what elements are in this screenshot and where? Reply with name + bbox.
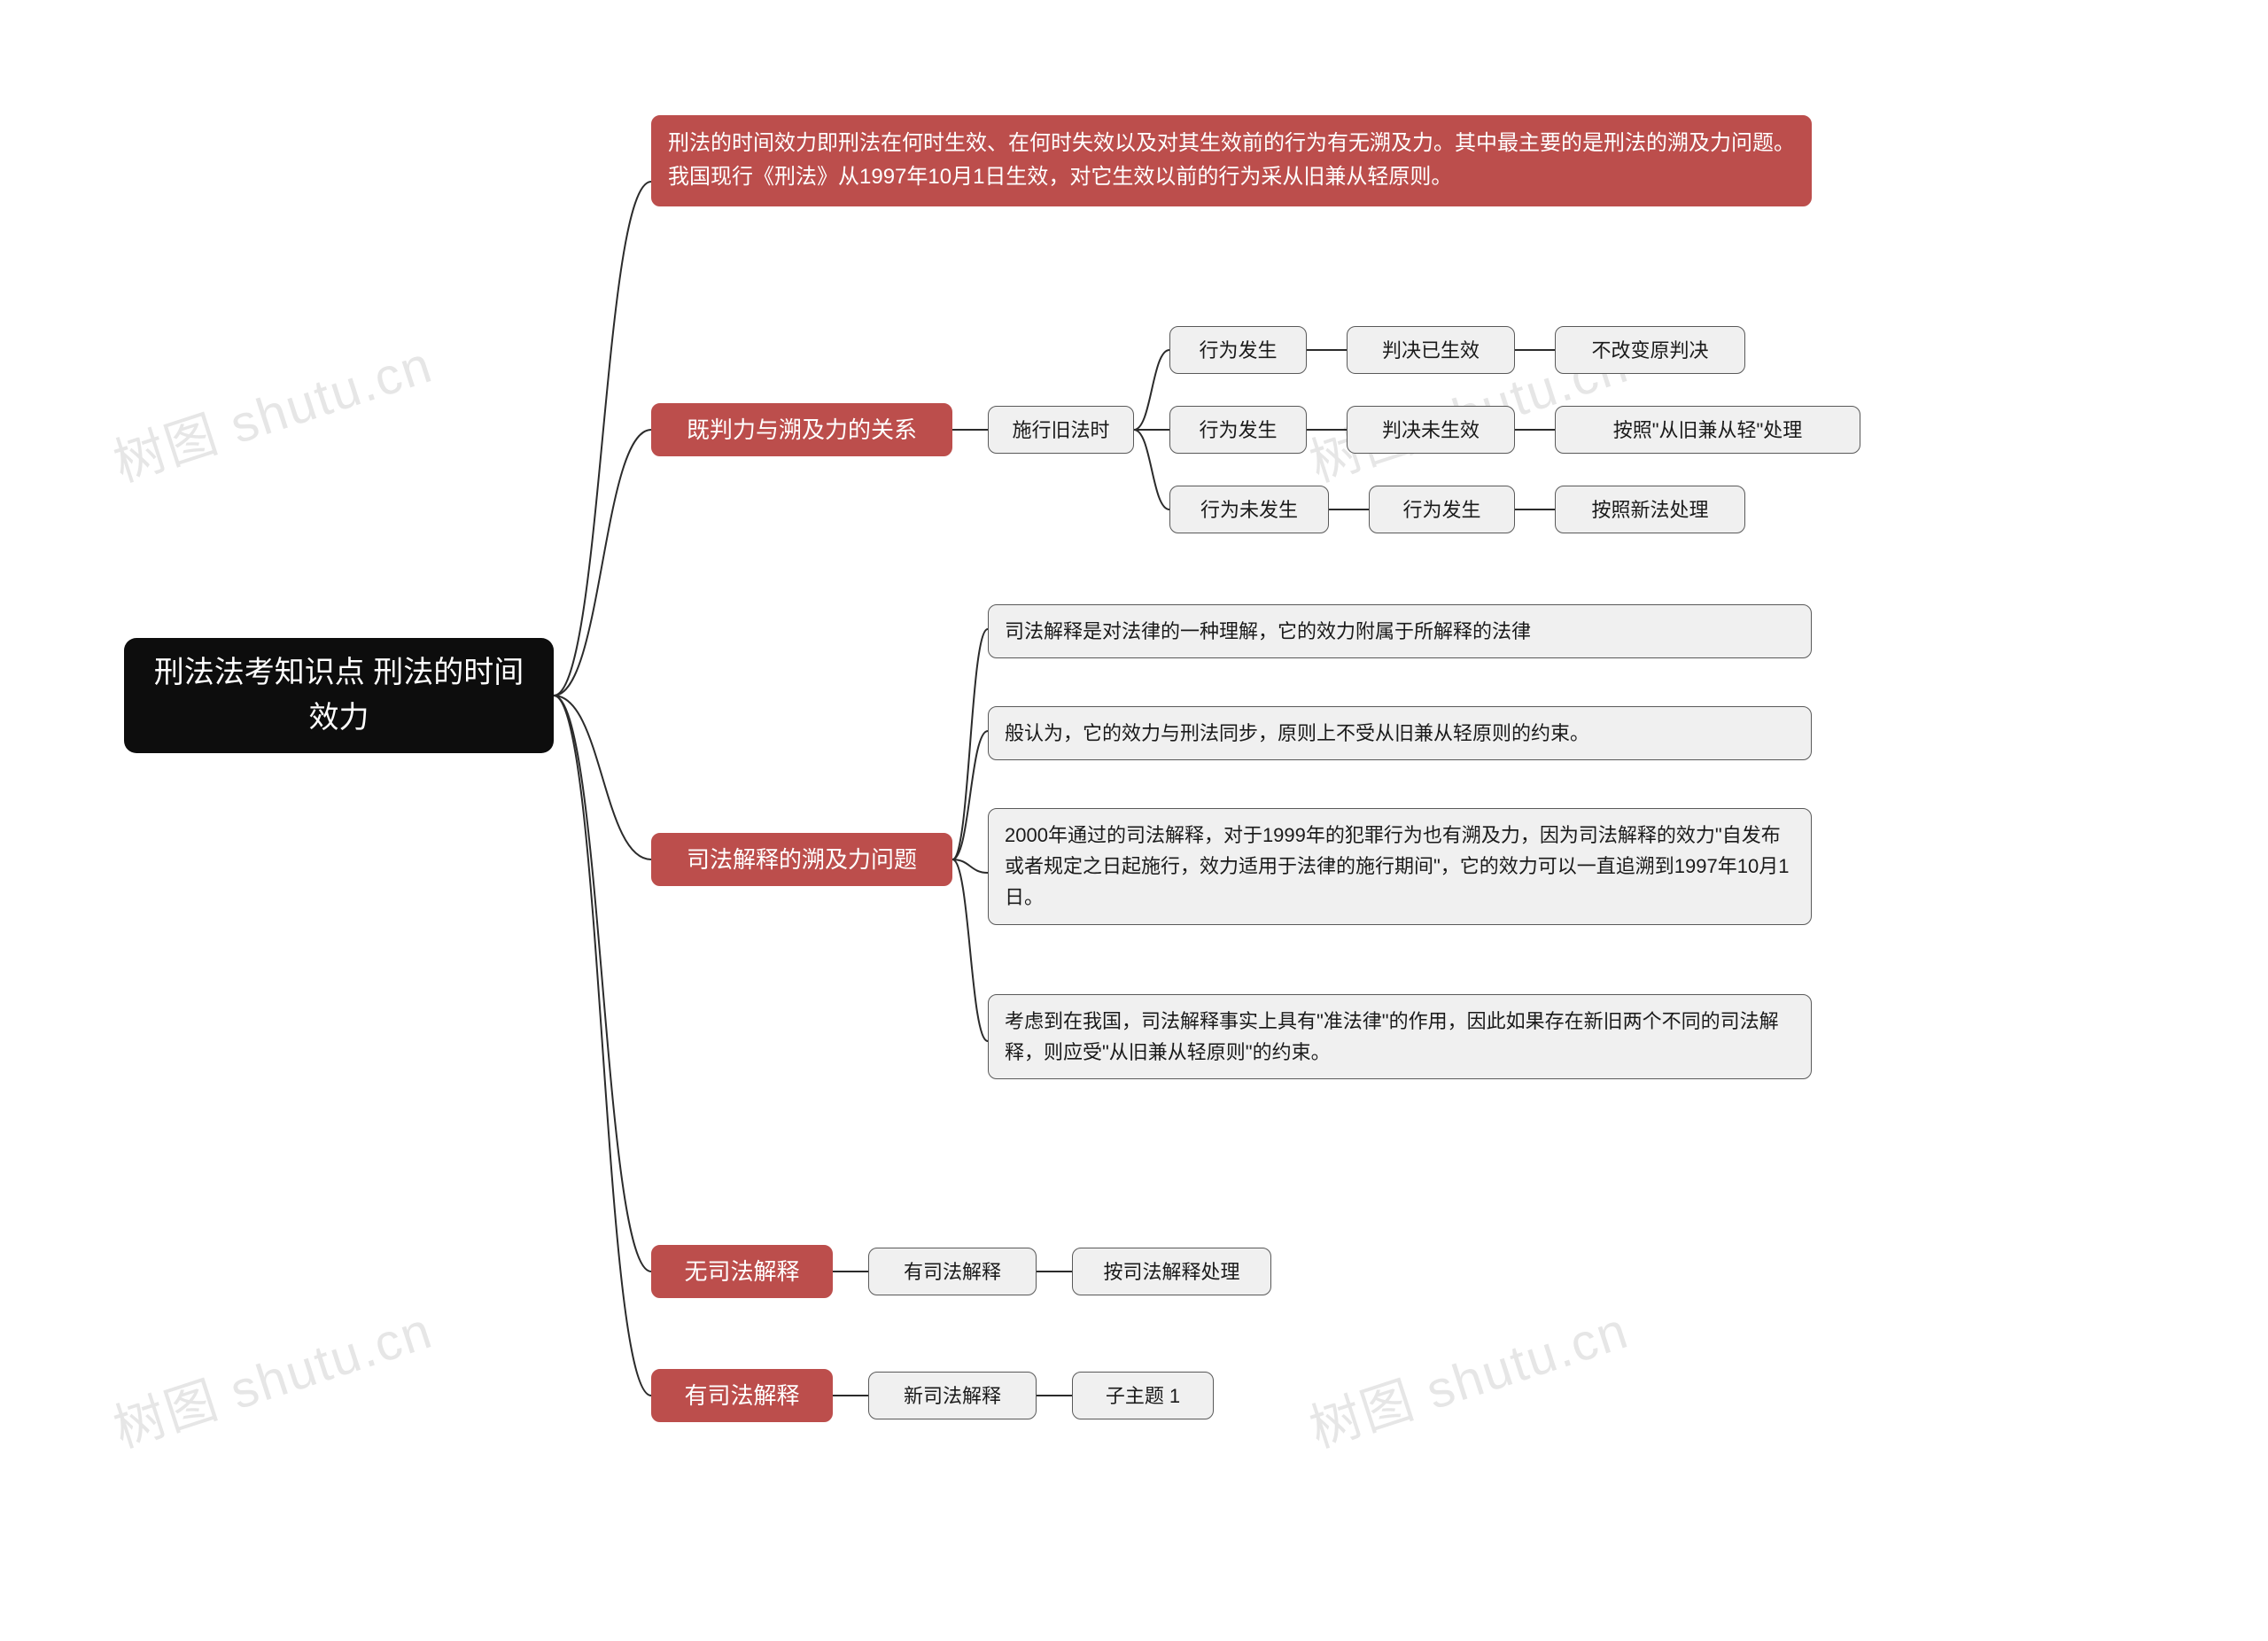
branch-1: 既判力与溯及力的关系 [651, 403, 952, 456]
b1-r3-b: 行为发生 [1369, 486, 1515, 533]
b4-c2: 子主题 1 [1072, 1372, 1214, 1419]
watermark: 树图 shutu.cn [1299, 1288, 1636, 1461]
b1-r1-b: 判决已生效 [1347, 326, 1515, 374]
branch-2: 司法解释的溯及力问题 [651, 833, 952, 886]
b2-p4: 考虑到在我国，司法解释事实上具有"准法律"的作用，因此如果存在新旧两个不同的司法… [988, 994, 1812, 1079]
b1-r1-a: 行为发生 [1169, 326, 1307, 374]
branch-3: 无司法解释 [651, 1245, 833, 1298]
b3-c1: 有司法解释 [868, 1248, 1037, 1295]
b2-p2: 般认为，它的效力与刑法同步，原则上不受从旧兼从轻原则的约束。 [988, 706, 1812, 760]
b1-r2-a: 行为发生 [1169, 406, 1307, 454]
b1-r3-a: 行为未发生 [1169, 486, 1329, 533]
root-node: 刑法法考知识点 刑法的时间效力 [124, 638, 554, 753]
intro-node: 刑法的时间效力即刑法在何时生效、在何时失效以及对其生效前的行为有无溯及力。其中最… [651, 115, 1812, 206]
b1-r1-c: 不改变原判决 [1555, 326, 1745, 374]
b3-c2: 按司法解释处理 [1072, 1248, 1271, 1295]
b4-c1: 新司法解释 [868, 1372, 1037, 1419]
watermark: 树图 shutu.cn [103, 323, 440, 495]
watermark: 树图 shutu.cn [103, 1288, 440, 1461]
b1-c1: 施行旧法时 [988, 406, 1134, 454]
b2-p1: 司法解释是对法律的一种理解，它的效力附属于所解释的法律 [988, 604, 1812, 658]
b1-r3-c: 按照新法处理 [1555, 486, 1745, 533]
b1-r2-c: 按照"从旧兼从轻"处理 [1555, 406, 1860, 454]
b2-p3: 2000年通过的司法解释，对于1999年的犯罪行为也有溯及力，因为司法解释的效力… [988, 808, 1812, 925]
b1-r2-b: 判决未生效 [1347, 406, 1515, 454]
branch-4: 有司法解释 [651, 1369, 833, 1422]
